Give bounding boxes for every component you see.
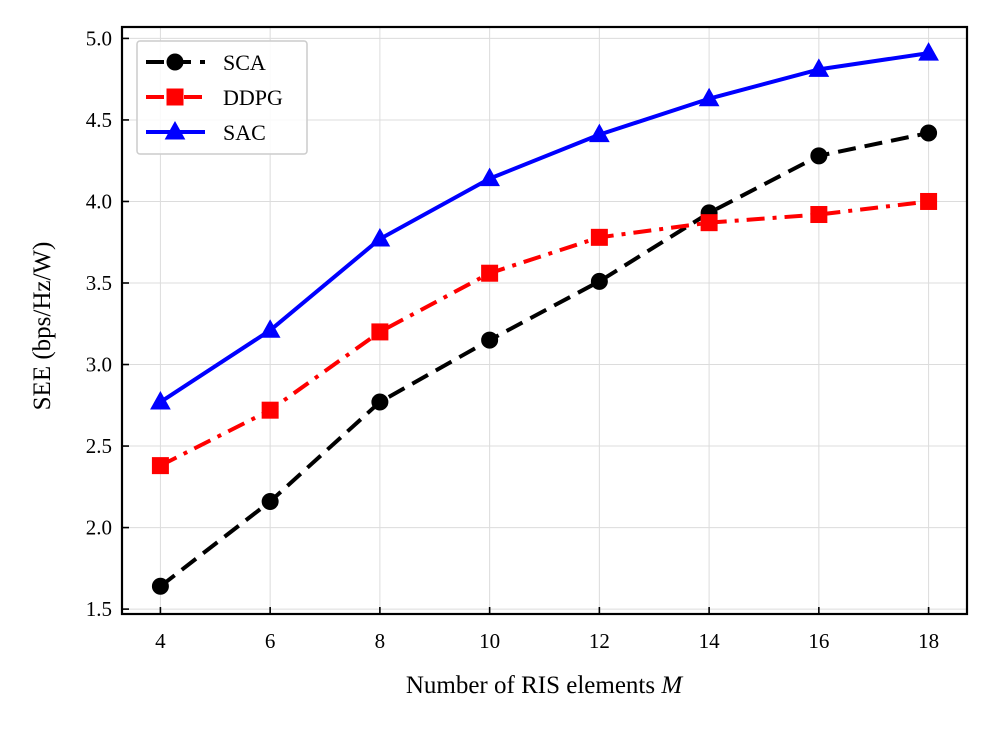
- sca-point: [920, 124, 938, 142]
- sac-point: [698, 87, 720, 107]
- sac-line: [159, 51, 929, 404]
- sca-point: [371, 393, 389, 411]
- y-tick-label: 1.5: [86, 597, 112, 621]
- sac-point: [369, 227, 391, 247]
- x-tick-label: 16: [808, 629, 829, 653]
- ddpg-point: [481, 264, 499, 282]
- sac-point: [589, 123, 610, 143]
- legend-marker-sac: [164, 120, 186, 140]
- legend-marker-sca: [166, 53, 184, 71]
- y-axis-label: SEE (bps/Hz/W): [29, 242, 56, 411]
- ddpg-point: [590, 228, 608, 246]
- x-axis-label-text: Number of RIS elements: [406, 672, 655, 699]
- y-tick-label: 4.5: [86, 108, 112, 132]
- ddpg-point: [261, 401, 279, 419]
- legend: SCA DDPG SAC: [136, 40, 308, 155]
- legend-entry-sca: SCA: [146, 50, 266, 75]
- x-tick-label: 4: [155, 629, 166, 653]
- ddpg-point: [151, 457, 169, 475]
- legend-label-ddpg: DDPG: [223, 85, 283, 110]
- ddpg-line: [159, 199, 929, 468]
- series-ddpg: [151, 192, 938, 475]
- legend-marker-ddpg: [166, 88, 184, 106]
- sac-point: [259, 319, 281, 338]
- sca-point: [810, 147, 828, 165]
- sca-line: [159, 131, 929, 588]
- y-tick-label: 2.0: [86, 516, 112, 540]
- legend-label-sca: SCA: [223, 50, 266, 75]
- x-axis-label-variable: M: [660, 672, 683, 699]
- sac-point: [479, 167, 500, 187]
- y-tick-label: 5.0: [86, 26, 112, 50]
- sca-point: [151, 577, 169, 595]
- sac-point: [918, 42, 939, 61]
- legend-entry-sac: SAC: [146, 120, 266, 145]
- x-tick-label: 8: [375, 629, 386, 653]
- x-tick-label: 14: [699, 629, 721, 653]
- x-axis-label: Number of RIS elements M: [406, 672, 684, 699]
- legend-label-sac: SAC: [223, 120, 266, 145]
- y-tick-label: 3.5: [86, 271, 112, 295]
- ddpg-point: [700, 214, 718, 232]
- x-tick-label: 10: [479, 629, 500, 653]
- series-sca: [151, 124, 938, 595]
- series-sac: [150, 42, 939, 410]
- legend-box: [136, 40, 308, 155]
- x-tick-label: 18: [918, 629, 939, 653]
- x-axis-ticks: 4 6 8 10 12 14 16 18: [155, 607, 939, 653]
- y-axis-ticks: 1.5 2.0 2.5 3.0 3.5 4.0 4.5 5.0: [86, 26, 129, 621]
- grid: [122, 27, 967, 614]
- y-tick-label: 4.0: [86, 189, 112, 213]
- x-tick-label: 6: [265, 629, 276, 653]
- ddpg-point: [371, 323, 389, 341]
- ddpg-point: [810, 206, 828, 224]
- sac-point: [808, 58, 830, 77]
- sca-point: [481, 331, 499, 349]
- sca-point: [261, 492, 279, 510]
- series-layer: [150, 42, 939, 595]
- y-tick-label: 2.5: [86, 434, 112, 458]
- sac-point: [150, 391, 171, 410]
- sca-point: [590, 272, 608, 290]
- ddpg-point: [920, 192, 938, 210]
- plot-frame: [120, 25, 969, 616]
- y-tick-label: 3.0: [86, 353, 112, 377]
- x-tick-label: 12: [589, 629, 610, 653]
- legend-entry-ddpg: DDPG: [146, 85, 283, 110]
